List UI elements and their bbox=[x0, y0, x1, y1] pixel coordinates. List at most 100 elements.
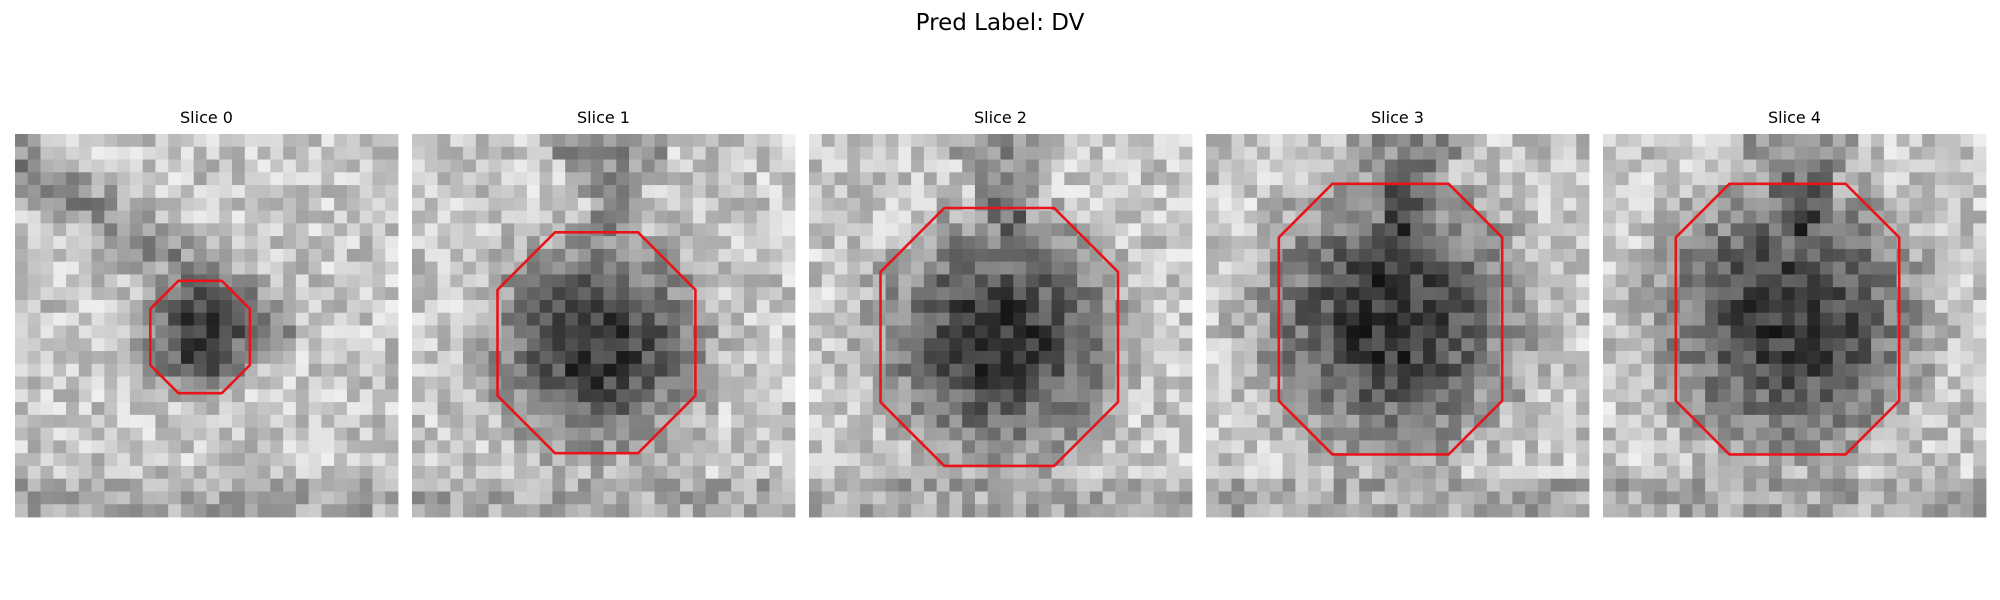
pixel bbox=[962, 223, 976, 237]
pixel bbox=[654, 299, 668, 314]
pixel bbox=[321, 172, 335, 186]
pixel bbox=[1474, 274, 1488, 288]
pixel bbox=[1051, 223, 1065, 237]
pixel bbox=[616, 159, 630, 173]
pixel bbox=[450, 274, 464, 288]
pixel bbox=[514, 312, 528, 326]
pixel bbox=[1410, 299, 1424, 314]
pixel bbox=[321, 453, 335, 467]
pixel bbox=[475, 274, 489, 288]
pixel bbox=[1973, 159, 1987, 173]
pixel bbox=[104, 299, 118, 314]
pixel bbox=[232, 453, 246, 467]
pixel bbox=[1397, 427, 1411, 441]
pixel bbox=[1244, 261, 1258, 275]
pixel bbox=[680, 504, 694, 518]
pixel bbox=[1666, 185, 1680, 199]
pixel bbox=[539, 389, 553, 403]
pixel bbox=[872, 478, 886, 492]
pixel bbox=[1410, 376, 1424, 390]
pixel bbox=[1026, 351, 1040, 365]
pixel bbox=[1474, 146, 1488, 160]
pixel bbox=[526, 236, 541, 250]
pixel bbox=[283, 299, 297, 314]
pixel bbox=[705, 414, 719, 429]
pixel bbox=[1845, 210, 1859, 224]
pixel bbox=[1051, 363, 1065, 377]
pixel bbox=[1064, 146, 1078, 160]
pixel bbox=[1705, 491, 1719, 505]
pixel bbox=[1384, 427, 1398, 441]
pixel bbox=[641, 274, 655, 288]
pixel bbox=[1397, 376, 1411, 390]
pixel bbox=[1909, 185, 1923, 199]
pixel bbox=[1807, 504, 1821, 518]
pixel bbox=[27, 287, 41, 301]
pixel bbox=[1448, 363, 1462, 377]
pixel bbox=[1922, 172, 1936, 186]
pixel bbox=[1909, 210, 1923, 224]
pixel bbox=[1883, 504, 1898, 518]
pixel bbox=[1064, 325, 1078, 339]
pixel bbox=[308, 453, 322, 467]
pixel bbox=[1512, 504, 1526, 518]
pixel bbox=[847, 427, 861, 441]
pixel bbox=[1896, 402, 1910, 416]
pixel bbox=[1576, 274, 1590, 288]
pixel bbox=[1641, 465, 1655, 480]
pixel bbox=[91, 159, 105, 173]
pixel bbox=[860, 504, 874, 518]
pixel bbox=[1628, 453, 1642, 467]
pixel bbox=[731, 185, 745, 199]
pixel bbox=[1768, 287, 1783, 301]
pixel bbox=[334, 185, 348, 199]
pixel bbox=[692, 465, 707, 480]
pixel bbox=[821, 376, 835, 390]
pixel bbox=[283, 491, 297, 505]
pixel bbox=[514, 440, 528, 454]
pixel bbox=[53, 248, 67, 263]
pixel bbox=[450, 223, 464, 237]
pixel bbox=[769, 440, 783, 454]
pixel bbox=[1333, 338, 1347, 352]
pixel bbox=[1166, 159, 1180, 173]
pixel bbox=[1615, 363, 1629, 377]
pixel bbox=[1206, 248, 1220, 263]
pixel bbox=[385, 236, 399, 250]
pixel bbox=[53, 363, 67, 377]
pixel bbox=[756, 389, 770, 403]
pixel bbox=[667, 351, 681, 365]
pixel bbox=[1435, 236, 1449, 250]
pixel bbox=[1654, 274, 1668, 288]
pixel bbox=[731, 351, 745, 365]
pixel bbox=[860, 261, 874, 275]
pixel bbox=[412, 287, 426, 301]
pixel bbox=[359, 159, 373, 173]
pixel bbox=[1858, 376, 1872, 390]
pixel bbox=[334, 287, 348, 301]
pixel bbox=[1679, 376, 1693, 390]
pixel bbox=[1102, 197, 1116, 211]
pixel bbox=[1654, 223, 1668, 237]
pixel bbox=[1794, 146, 1808, 160]
pixel bbox=[809, 197, 823, 211]
pixel bbox=[463, 427, 477, 441]
pixel bbox=[718, 504, 732, 518]
pixel bbox=[949, 312, 963, 326]
pixel bbox=[1679, 210, 1693, 224]
pixel bbox=[1615, 299, 1629, 314]
pixel bbox=[1013, 414, 1027, 429]
pixel bbox=[667, 427, 681, 441]
pixel bbox=[1537, 299, 1552, 314]
pixel bbox=[1077, 478, 1091, 492]
pixel bbox=[1743, 172, 1757, 186]
pixel bbox=[731, 134, 745, 148]
pixel bbox=[1038, 363, 1052, 377]
pixel bbox=[872, 261, 886, 275]
pixel bbox=[1525, 402, 1539, 416]
pixel bbox=[1858, 414, 1872, 429]
pixel bbox=[359, 504, 373, 518]
pixel bbox=[692, 236, 707, 250]
pixel bbox=[1537, 389, 1552, 403]
